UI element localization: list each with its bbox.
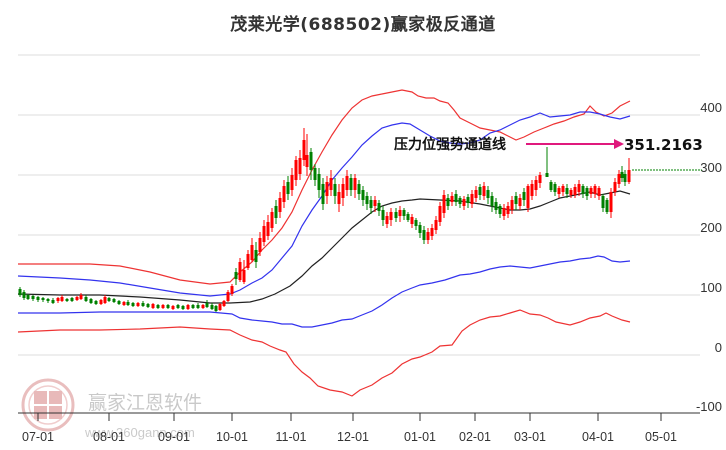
- x-axis: 07-01 08-01 09-01 10-01 11-01 12-01 01-0…: [18, 412, 700, 444]
- x-tick-label: 02-01: [459, 430, 491, 444]
- x-tick-label: 03-01: [514, 430, 546, 444]
- x-tick-label: 11-01: [275, 430, 306, 444]
- x-tick-label: 01-01: [404, 430, 436, 444]
- y-axis: 400 300 200 100 0 -100: [696, 100, 722, 414]
- y-tick-label: 200: [700, 220, 722, 235]
- y-tick-label: -100: [696, 399, 722, 414]
- outer-lower-band: [17, 309, 631, 397]
- annotation-value: 351.2163: [624, 136, 703, 154]
- x-tick-label: 04-01: [582, 430, 614, 444]
- chart-title: 茂莱光学(688502)赢家极反通道: [230, 15, 496, 35]
- x-tick-label: 12-01: [337, 430, 369, 444]
- y-tick-label: 300: [700, 160, 722, 175]
- inner-upper-band: [17, 111, 631, 297]
- x-tick-label: 08-01: [93, 430, 125, 444]
- y-tick-label: 0: [715, 340, 722, 355]
- outer-upper-band: [18, 89, 631, 285]
- grid: [18, 54, 700, 356]
- watermark: [21, 378, 75, 432]
- annotation-label: 压力位强势通道线: [394, 136, 506, 153]
- x-tick-label: 10-01: [216, 430, 248, 444]
- arrow-head-icon: [614, 139, 624, 149]
- x-tick-label: 09-01: [158, 430, 190, 444]
- x-tick-label: 05-01: [645, 430, 677, 444]
- x-tick-label: 07-01: [22, 430, 54, 444]
- watermark-brand: 赢家江恩软件: [88, 392, 202, 414]
- mid-line: [17, 190, 631, 304]
- inner-lower-band: [18, 255, 631, 328]
- pressure-line-annotation: [526, 139, 624, 149]
- candlesticks: [18, 128, 631, 312]
- watermark-url: www.360gann.com: [84, 425, 195, 440]
- y-tick-label: 400: [700, 100, 722, 115]
- y-tick-label: 100: [700, 280, 722, 295]
